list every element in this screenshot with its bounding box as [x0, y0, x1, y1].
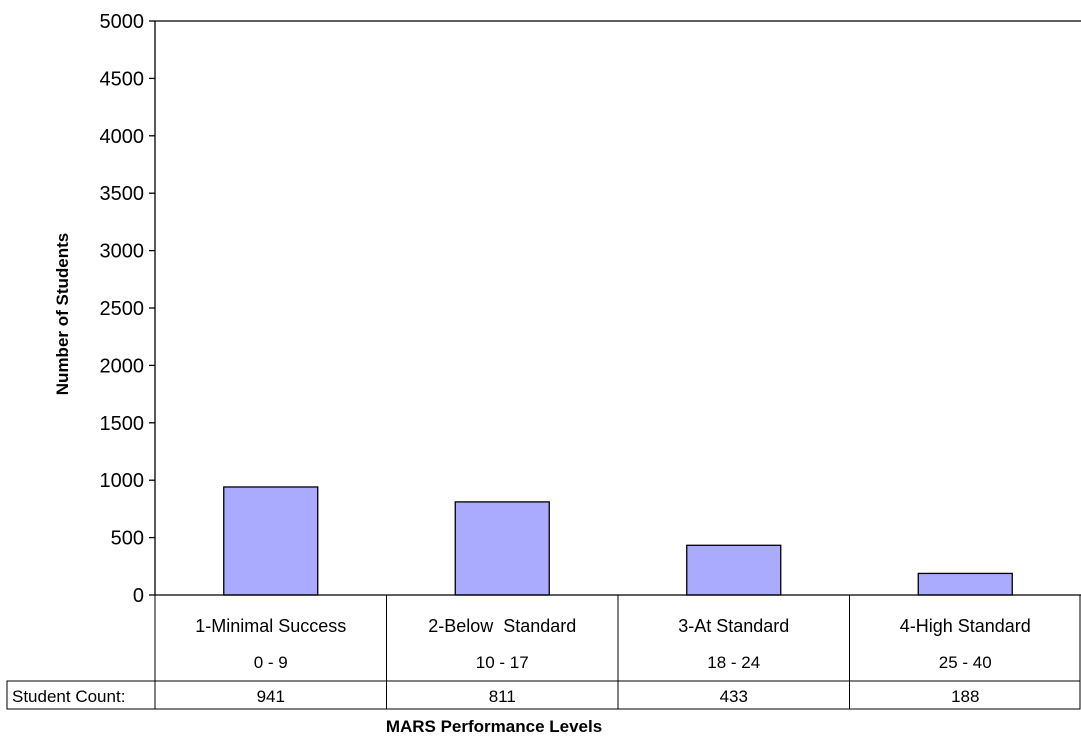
y-tick-label: 3500 — [100, 183, 145, 205]
student-count-value: 188 — [951, 687, 979, 706]
y-tick-label: 3000 — [100, 241, 145, 263]
student-count-value: 811 — [489, 687, 516, 706]
x-axis-label: MARS Performance Levels — [386, 717, 602, 736]
bar — [917, 572, 1013, 596]
bar — [223, 486, 319, 596]
y-tick-label: 500 — [111, 528, 144, 550]
category-label: 1-Minimal Success — [195, 616, 346, 636]
y-tick-label: 4500 — [100, 68, 145, 90]
y-tick-label: 0 — [133, 585, 144, 607]
y-axis-label: Number of Students — [53, 233, 72, 395]
category-label: 3-At Standard — [678, 616, 789, 636]
y-tick-label: 4000 — [100, 126, 145, 148]
score-range-label: 0 - 9 — [254, 653, 288, 672]
count-row-border — [6, 680, 1081, 710]
y-tick-label: 1500 — [100, 413, 145, 435]
score-range-label: 10 - 17 — [476, 653, 529, 672]
student-count-value: 433 — [720, 687, 748, 706]
bar — [686, 544, 782, 596]
category-label: 4-High Standard — [900, 616, 1031, 636]
data-table: Student Count: 1-Minimal Success 0 - 9 941 2… — [6, 594, 1081, 710]
count-row-label: Student Count: — [12, 687, 125, 706]
score-range-label: 18 - 24 — [707, 653, 760, 672]
y-tick-label: 5000 — [100, 11, 145, 33]
score-range-label: 25 - 40 — [939, 653, 992, 672]
y-tick-label: 2000 — [100, 355, 145, 377]
student-count-value: 941 — [257, 687, 285, 706]
category-label: 2-Below Standard — [428, 616, 576, 636]
y-axis: 0 500 1000 1500 2000 2500 3000 3500 4000 4500 5000 — [100, 11, 1081, 607]
y-tick-label: 2500 — [100, 298, 145, 320]
bars — [223, 486, 1013, 596]
bar — [454, 501, 550, 596]
y-tick-label: 1000 — [100, 470, 145, 492]
